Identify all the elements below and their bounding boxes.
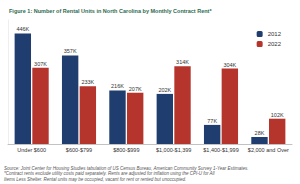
svg-text:207K: 207K <box>129 86 142 92</box>
svg-text:$1,400-$1,999: $1,400-$1,999 <box>203 147 238 153</box>
svg-text:$2,000 and Over: $2,000 and Over <box>248 147 289 153</box>
svg-text:Under $600: Under $600 <box>17 147 46 153</box>
svg-text:$600-$799: $600-$799 <box>66 147 92 153</box>
svg-text:233K: 233K <box>81 79 94 85</box>
svg-text:216K: 216K <box>111 83 124 89</box>
svg-text:Source: Joint Center for Housi: Source: Joint Center for Housing Studies… <box>4 166 248 171</box>
svg-text:28K: 28K <box>255 130 265 136</box>
svg-text:314K: 314K <box>176 59 189 65</box>
svg-text:202K: 202K <box>158 87 171 93</box>
svg-text:307K: 307K <box>34 61 47 67</box>
svg-text:304K: 304K <box>223 62 236 68</box>
svg-text:$800-$999: $800-$999 <box>113 147 139 153</box>
svg-text:77K: 77K <box>207 118 217 124</box>
svg-text:*Contract rents exclude utilit: *Contract rents exclude utility costs pa… <box>4 171 216 176</box>
svg-text:2012: 2012 <box>268 31 282 37</box>
svg-text:2022: 2022 <box>268 41 282 47</box>
svg-text:102K: 102K <box>271 112 284 118</box>
svg-text:Items Less Shelter. Rental uni: Items Less Shelter. Rental units may be … <box>4 177 186 182</box>
svg-text:446K: 446K <box>16 26 29 32</box>
svg-text:$1,000-$1,399: $1,000-$1,399 <box>156 147 191 153</box>
svg-text:357K: 357K <box>64 48 77 54</box>
svg-text:Figure 1: Number of Rental Uni: Figure 1: Number of Rental Units in Nort… <box>9 8 212 14</box>
